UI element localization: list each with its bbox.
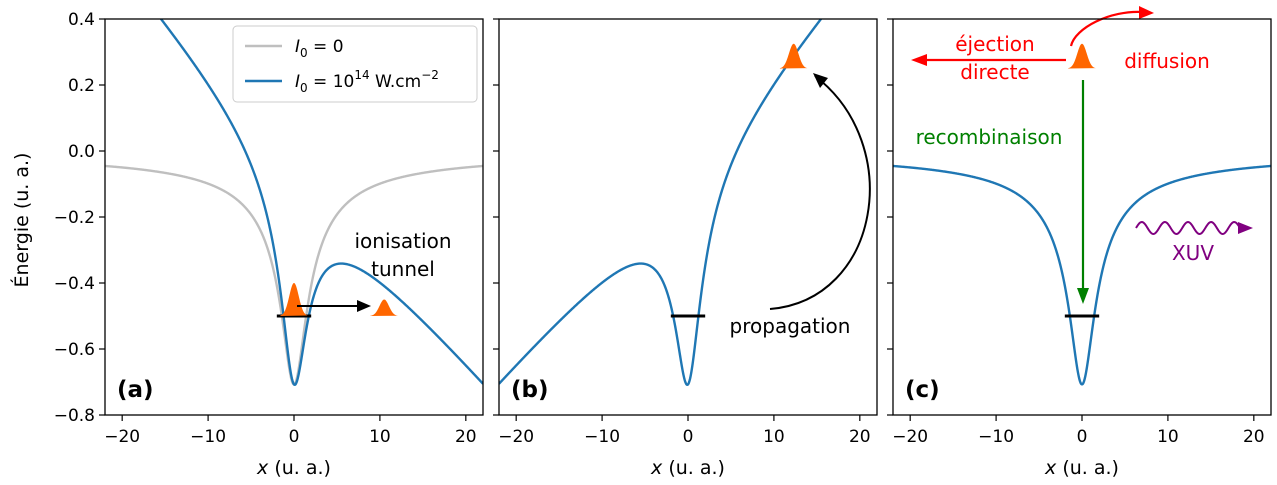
x-tick-label: −20 <box>892 427 928 447</box>
y-tick-label: 0.0 <box>68 142 95 162</box>
annotation-ejection: éjection <box>955 32 1034 56</box>
panel-a-xticks: −20 −10 0 10 20 <box>104 415 477 447</box>
panel-frame <box>104 18 484 416</box>
annotation-recombinaison: recombinaison <box>916 125 1063 149</box>
diffusion-arrow-head <box>1139 6 1154 19</box>
panel-b: −20 −10 0 10 20 propagation (b) x (u. a.) <box>493 18 878 479</box>
x-tick-label: 10 <box>763 427 785 447</box>
panel-label: (b) <box>511 377 549 403</box>
annotation-propagation: propagation <box>730 314 851 338</box>
x-tick-label: 0 <box>1077 427 1088 447</box>
panel-label: (a) <box>117 377 154 403</box>
y-tick-label: 0.2 <box>68 76 95 96</box>
x-tick-label: 10 <box>369 427 391 447</box>
xuv-wave <box>1135 220 1241 236</box>
panel-c-yticks <box>887 18 893 416</box>
panel-a: 0.4 0.2 0.0 −0.2 −0.4 −0.6 −0.8 −20 −10 0 10 20 io… <box>54 10 484 479</box>
y-tick-label: −0.8 <box>54 406 95 426</box>
legend-box <box>232 25 478 103</box>
y-tick-label: 0.4 <box>68 10 95 30</box>
wavepacket-tunneled <box>370 299 398 316</box>
annotation-xuv: XUV <box>1172 241 1214 265</box>
x-tick-label: 20 <box>1243 427 1265 447</box>
ejection-arrow-head <box>911 54 927 66</box>
panel-c: −20 −10 0 10 20 éjection directe diffusion r… <box>887 6 1272 479</box>
legend-label-field-on: I0 = 1014 W.cm−2 <box>295 68 439 95</box>
legend: I0 = 0 I0 = 1014 W.cm−2 <box>232 25 478 103</box>
annotation-diffusion: diffusion <box>1124 49 1210 73</box>
panel-frame <box>498 18 878 416</box>
diffusion-arrow <box>1069 10 1144 47</box>
x-tick-label: −10 <box>190 427 226 447</box>
propagation-arrow <box>769 75 871 310</box>
x-tick-label: −10 <box>584 427 620 447</box>
potential-curve-field-on <box>159 19 483 387</box>
annotation-tunnel: tunnel <box>371 257 435 281</box>
annotation-directe: directe <box>960 60 1029 84</box>
y-axis-label: Énergie (u. a.) <box>10 153 33 288</box>
x-tick-label: −10 <box>978 427 1014 447</box>
annotation-ionisation: ionisation <box>354 229 451 253</box>
tunnel-arrow-head <box>357 300 371 312</box>
x-tick-label: −20 <box>104 427 140 447</box>
x-tick-label: 0 <box>683 427 694 447</box>
y-tick-label: −0.6 <box>54 340 95 360</box>
legend-label-field-off: I0 = 0 <box>295 37 344 60</box>
x-tick-label: 20 <box>455 427 477 447</box>
x-axis-label: x (u. a.) <box>256 457 331 479</box>
panel-label: (c) <box>905 377 940 403</box>
panel-c-xticks: −20 −10 0 10 20 <box>892 415 1265 447</box>
panel-frame <box>892 18 1272 416</box>
xuv-arrow-head <box>1238 222 1253 234</box>
recombination-arrow-head <box>1077 288 1089 304</box>
x-axis-label: x (u. a.) <box>650 457 725 479</box>
wavepacket-propagated <box>779 43 808 69</box>
x-tick-label: 20 <box>849 427 871 447</box>
x-axis-label: x (u. a.) <box>1044 457 1119 479</box>
x-tick-label: −20 <box>498 427 534 447</box>
panel-a-yticks: 0.4 0.2 0.0 −0.2 −0.4 −0.6 −0.8 <box>54 10 105 426</box>
wavepacket-bound <box>280 283 308 316</box>
propagation-arrow-head <box>813 73 828 88</box>
potential-curve-field-free <box>893 164 1271 386</box>
y-tick-label: −0.2 <box>54 208 95 228</box>
wavepacket-returning <box>1068 43 1096 69</box>
potential-curve-field-on <box>499 19 823 387</box>
x-tick-label: 0 <box>289 427 300 447</box>
panel-b-yticks <box>493 18 499 416</box>
y-tick-label: −0.4 <box>54 274 95 294</box>
x-tick-label: 10 <box>1157 427 1179 447</box>
panel-b-xticks: −20 −10 0 10 20 <box>498 415 871 447</box>
